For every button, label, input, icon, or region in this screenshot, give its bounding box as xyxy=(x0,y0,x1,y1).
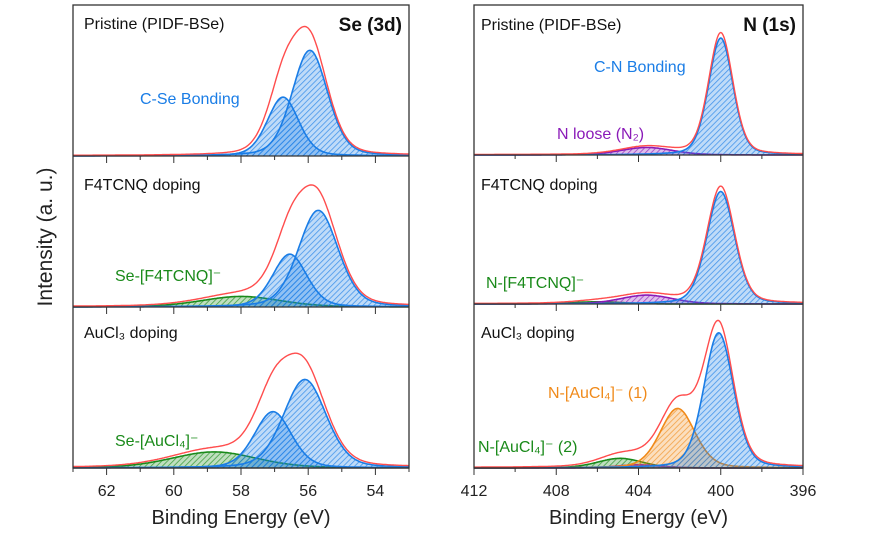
peak-annotation: Se-[AuCl₄]⁻ xyxy=(115,433,198,450)
peak-annotation: N-[F4TCNQ]⁻ xyxy=(486,275,584,292)
peak-annotation: Se-[F4TCNQ]⁻ xyxy=(115,268,221,285)
sample-label: F4TCNQ doping xyxy=(481,177,598,194)
panel-0: Pristine (PIDF-BSe) C-N Bonding N loose (N… xyxy=(473,17,804,162)
component-fill-blue xyxy=(73,97,409,156)
peak-annotation: N-[AuCl₄]⁻ (1) xyxy=(548,385,647,402)
sample-label: F4TCNQ doping xyxy=(84,177,201,194)
component-fill-blue xyxy=(73,50,409,156)
panel-0: Pristine (PIDF-BSe) C-Se Bonding xyxy=(72,16,410,163)
envelope-curve xyxy=(474,319,804,468)
sample-label: AuCl₃ doping xyxy=(84,325,178,342)
plot-frame xyxy=(473,4,804,469)
x-tick-label: 54 xyxy=(367,483,385,500)
component-fill-blue xyxy=(73,210,409,307)
x-tick-label: 408 xyxy=(543,483,570,500)
component-fill-purple xyxy=(474,295,803,304)
envelope-curve xyxy=(474,31,804,156)
x-tick-label: 62 xyxy=(98,483,116,500)
envelope-curve xyxy=(474,185,803,304)
peak-annotation: C-Se Bonding xyxy=(140,91,240,108)
x-axis-title: Binding Energy (eV) xyxy=(549,507,728,529)
component-fill-green xyxy=(73,296,409,307)
peak-annotation: N loose (N₂) xyxy=(557,126,644,143)
envelope-curve xyxy=(73,352,409,468)
plot-frame xyxy=(72,4,410,469)
panel-2: AuCl₃ doping Se-[AuCl₄]⁻ xyxy=(72,325,410,475)
x-tick-label: 404 xyxy=(625,483,652,500)
panel-1: F4TCNQ doping Se-[F4TCNQ]⁻ xyxy=(72,177,410,314)
envelope-curve xyxy=(73,25,409,156)
component-curve-blue xyxy=(73,96,409,157)
peak-annotation: C-N Bonding xyxy=(594,59,686,76)
envelope-curve xyxy=(73,184,410,307)
component-curve-blue xyxy=(73,209,410,308)
sample-label: AuCl₃ doping xyxy=(481,325,575,342)
component-fill-purple xyxy=(474,147,803,155)
component-fill-blue xyxy=(73,411,409,468)
x-tick-label: 400 xyxy=(707,483,734,500)
x-tick-label: 396 xyxy=(790,483,817,500)
chart-title: Se (3d) xyxy=(339,15,402,36)
peak-annotation: N-[AuCl₄]⁻ (2) xyxy=(478,439,577,456)
panel-1: F4TCNQ doping N-[F4TCNQ]⁻ xyxy=(473,177,804,311)
chart-n-1s: Pristine (PIDF-BSe) C-N Bonding N loose (N… xyxy=(461,4,817,529)
chart-title: N (1s) xyxy=(743,15,796,36)
panel-2: AuCl₃ doping N-[AuCl₄]⁻ (1) N-[AuCl₄]⁻ (2) xyxy=(473,319,804,475)
sample-label: Pristine (PIDF-BSe) xyxy=(481,17,621,34)
component-curve-blue xyxy=(73,49,410,157)
x-tick-label: 56 xyxy=(299,483,317,500)
component-fill-blue xyxy=(73,379,409,468)
x-tick-label: 58 xyxy=(232,483,250,500)
component-fill-blue xyxy=(474,38,803,155)
sample-label: Pristine (PIDF-BSe) xyxy=(84,16,224,33)
component-fill-blue xyxy=(474,332,803,468)
x-tick-label: 60 xyxy=(165,483,183,500)
x-tick-label: 412 xyxy=(461,483,488,500)
x-axis-title: Binding Energy (eV) xyxy=(152,507,331,529)
chart-se-3d: Pristine (PIDF-BSe) C-Se Bonding F4TCNQ do… xyxy=(72,4,410,529)
component-fill-blue xyxy=(474,191,803,304)
y-axis-title: Intensity (a. u.) xyxy=(34,168,57,307)
